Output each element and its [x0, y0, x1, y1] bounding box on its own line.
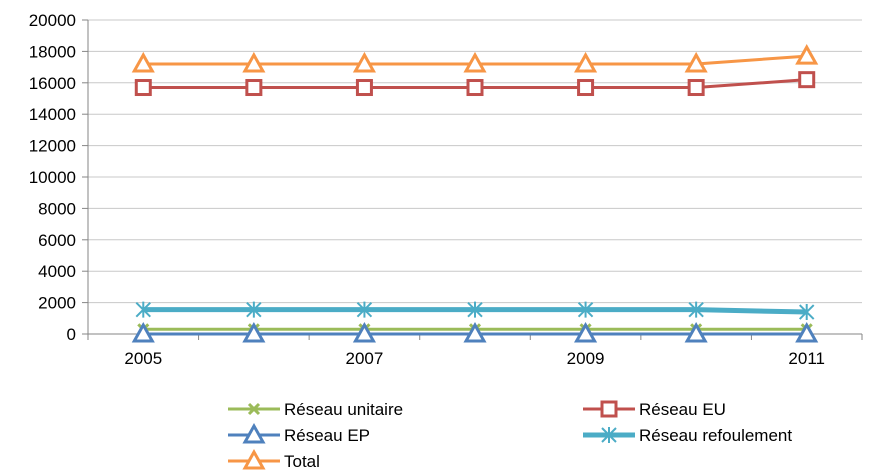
data-point-star [577, 301, 594, 318]
legend-label: Réseau unitaire [284, 400, 403, 419]
y-tick-label: 10000 [29, 168, 76, 187]
data-point-triangle [242, 448, 266, 470]
data-point-x [247, 402, 261, 416]
legend-label: Réseau refoulement [639, 426, 792, 445]
y-tick-label: 4000 [38, 262, 76, 281]
data-point-square [134, 79, 152, 97]
y-tick-label: 14000 [29, 105, 76, 124]
data-point-triangle [795, 44, 819, 65]
data-point-square [466, 79, 484, 97]
y-tick-label: 8000 [38, 199, 76, 218]
legend-item: Réseau refoulement [583, 426, 792, 445]
data-point-star [601, 427, 617, 443]
data-point-triangle [684, 321, 708, 343]
legend-label: Réseau EP [284, 426, 370, 445]
y-tick-label: 20000 [29, 11, 76, 30]
data-point-triangle [242, 422, 266, 444]
legend-label: Réseau EU [639, 400, 726, 419]
x-tick-label: 2007 [346, 349, 384, 368]
data-point-square [600, 400, 618, 418]
data-point-star [246, 301, 262, 318]
y-tick-label: 12000 [29, 137, 76, 156]
series-r-seau-ep [131, 321, 819, 343]
y-tick-label: 18000 [29, 42, 76, 61]
data-point-star [356, 301, 373, 318]
series-r-seau-refoulement [135, 301, 815, 321]
legend: Réseau unitaire Réseau EU Réseau EP Réseau … [228, 400, 792, 471]
legend-item: Réseau unitaire [228, 400, 403, 419]
data-point-square [245, 79, 263, 97]
data-point-triangle [352, 51, 376, 73]
data-point-triangle [463, 321, 487, 343]
x-tick-label: 2009 [567, 349, 605, 368]
x-tick-label: 2011 [788, 349, 825, 368]
data-point-triangle [352, 321, 376, 343]
data-point-star [467, 301, 483, 318]
data-point-triangle [242, 51, 266, 73]
data-point-square [355, 79, 373, 97]
series-group [131, 44, 819, 343]
legend-item: Réseau EP [228, 422, 370, 445]
x-axis-tick-labels: 2005 2007 2009 2011 [124, 349, 825, 368]
data-point-star [799, 304, 815, 321]
data-point-star [688, 301, 704, 318]
data-point-triangle [795, 321, 819, 343]
series-r-seau-eu [134, 71, 816, 97]
legend-label: Total [284, 452, 320, 470]
data-point-triangle [463, 51, 487, 73]
data-point-square [798, 71, 816, 89]
data-point-triangle [574, 51, 598, 73]
data-point-triangle [131, 51, 155, 73]
y-tick-label: 0 [67, 325, 76, 344]
data-point-square [687, 79, 705, 97]
series-total [131, 44, 819, 73]
x-tick-label: 2005 [124, 349, 162, 368]
data-point-star [135, 301, 151, 318]
data-point-triangle [684, 51, 708, 73]
data-point-triangle [242, 321, 266, 343]
data-point-triangle [574, 321, 598, 343]
data-point-square [577, 79, 595, 97]
data-point-triangle [131, 321, 155, 343]
gridlines [88, 19, 862, 304]
y-tick-label: 2000 [38, 294, 76, 313]
y-tick-label: 16000 [29, 74, 76, 93]
legend-item: Total [228, 448, 320, 471]
y-tick-label: 6000 [38, 231, 76, 250]
y-axis-tick-labels: 0 2000 4000 6000 8000 10000 12000 14000 16000 180… [29, 11, 76, 344]
legend-item: Réseau EU [583, 400, 726, 419]
